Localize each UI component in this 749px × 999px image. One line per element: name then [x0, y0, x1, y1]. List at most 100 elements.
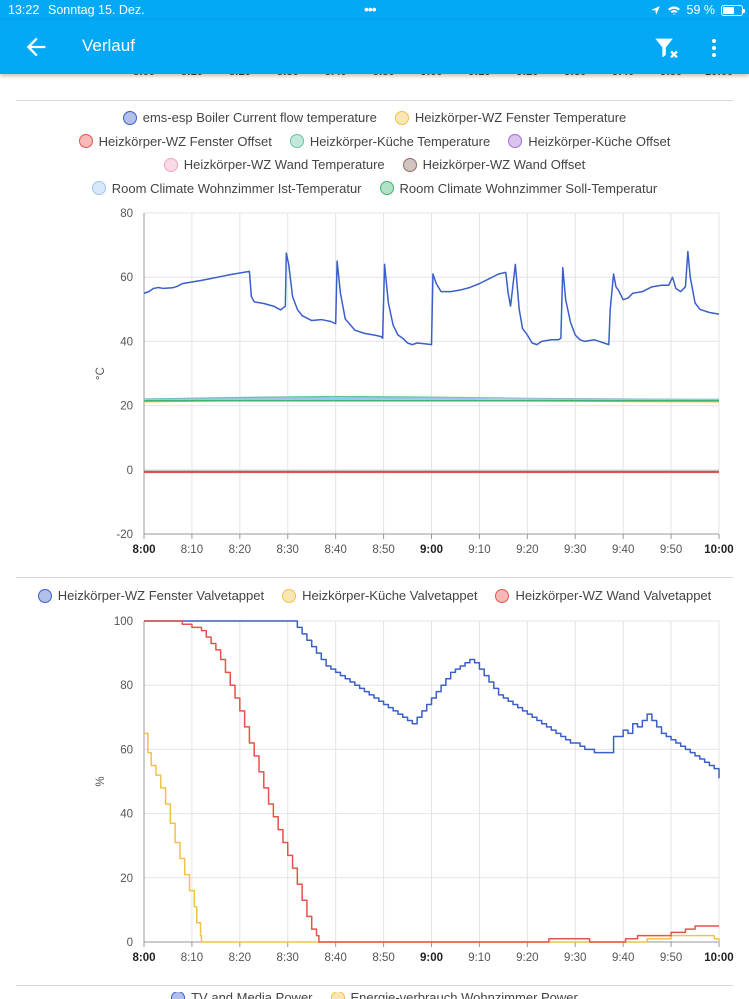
- temperature-chart-legend: ems-esp Boiler Current flow temperature H…: [0, 106, 749, 200]
- series-line-room-climate-wohnzimmer-ist-temperatur[interactable]: [143, 397, 720, 401]
- x-tick-label: 9:00: [420, 952, 443, 964]
- legend-item-heizk-rper-wz-fenster-temperature[interactable]: Heizkörper-WZ Fenster Temperature: [394, 110, 627, 126]
- y-tick-label: 60: [120, 744, 133, 756]
- page-title: Verlauf: [82, 36, 135, 55]
- legend-item-room-climate-wohnzimmer-soll-temperatur[interactable]: Room Climate Wohnzimmer Soll-Temperatur: [379, 180, 658, 196]
- legend-dot-icon: [282, 588, 297, 603]
- y-tick-label: 20: [120, 873, 133, 885]
- legend-item-room-climate-wohnzimmer-ist-temperatur[interactable]: Room Climate Wohnzimmer Ist-Temperatur: [91, 181, 362, 196]
- legend-dot-icon: [122, 110, 137, 125]
- legend-item-heizk-rper-wz-fenster-valvetappet[interactable]: Heizkörper-WZ Fenster Valvetappet: [37, 588, 265, 604]
- x-tick-label: 8:20: [229, 544, 251, 556]
- valve-chart-legend: Heizkörper-WZ Fenster Valvetappet Heizkör…: [0, 584, 749, 608]
- legend-label: Energie-verbrauch Wohnzimmer Power: [351, 992, 578, 999]
- divider: [16, 985, 733, 986]
- battery-percent: 59 %: [686, 3, 716, 17]
- legend-dot-icon: [495, 588, 510, 603]
- grid: [143, 620, 720, 947]
- x-tick-label: 9:50: [660, 952, 682, 964]
- x-tick-label: 9:40: [612, 952, 634, 964]
- x-tick-label: 8:20: [229, 952, 251, 964]
- legend-item-heizk-rper-k-che-temperature[interactable]: Heizkörper-Küche Temperature: [289, 133, 491, 149]
- x-tick-label: 8:40: [324, 544, 346, 556]
- x-tick-label: 10:00: [704, 544, 733, 556]
- legend-item-heizk-rper-wz-wand-valvetappet[interactable]: Heizkörper-WZ Wand Valvetappet: [495, 588, 711, 603]
- legend-dot-icon: [78, 134, 93, 149]
- legend-item-ems-esp-boiler-current-flow-temperature[interactable]: ems-esp Boiler Current flow temperature: [122, 110, 377, 126]
- divider: [16, 577, 733, 578]
- x-tick-label: 10:00: [704, 952, 733, 964]
- y-tick-label: 0: [127, 465, 133, 477]
- status-bar: 13:22 Sonntag 15. Dez. ••• 59 %: [0, 0, 749, 20]
- legend-item-heizk-rper-k-che-valvetappet[interactable]: Heizkörper-Küche Valvetappet: [282, 588, 477, 603]
- series-line-heizk-rper-k-che-valvetappet[interactable]: [144, 732, 720, 943]
- legend-item-heizk-rper-wz-fenster-offset[interactable]: Heizkörper-WZ Fenster Offset: [78, 134, 272, 149]
- x-tick-label: 8:30: [277, 952, 299, 964]
- next-chart-legend-partial: TV and Media Power Energie-verbrauch Wohn…: [0, 992, 749, 999]
- divider: [16, 100, 733, 101]
- x-tick-label: 9:30: [564, 544, 586, 556]
- legend-label: Heizkörper-WZ Wand Offset: [422, 157, 586, 173]
- y-tick-label: 100: [114, 616, 133, 628]
- more-vert-icon[interactable]: [702, 34, 726, 62]
- y-axis-label: %: [95, 776, 107, 786]
- y-tick-label: 40: [120, 809, 133, 821]
- grid: [143, 212, 720, 539]
- legend-row: Heizkörper-WZ Fenster Offset Heizkörper-K…: [0, 130, 749, 154]
- back-arrow-icon[interactable]: [22, 33, 50, 61]
- series-line-heizk-rper-wz-wand-valvetappet[interactable]: [144, 620, 719, 943]
- battery-fill: [723, 6, 734, 14]
- y-tick-label: 0: [127, 937, 133, 949]
- legend-item-tv-and-media-power[interactable]: TV and Media Power: [171, 992, 313, 999]
- legend-label: Room Climate Wohnzimmer Soll-Temperatur: [399, 180, 658, 196]
- x-tick-label: 9:10: [468, 952, 490, 964]
- legend-dot-icon: [394, 110, 409, 125]
- multitasking-dots-icon[interactable]: •••: [364, 1, 377, 17]
- x-tick-label: 9:30: [564, 952, 586, 964]
- legend-label: Heizkörper-WZ Fenster Valvetappet: [57, 588, 265, 604]
- legend-dot-icon: [379, 181, 394, 196]
- x-tick-label: 8:10: [181, 952, 203, 964]
- x-tick-label: 9:40: [612, 544, 634, 556]
- legend-label: TV and Media Power: [191, 992, 312, 999]
- app-bar: Verlauf: [0, 20, 749, 74]
- status-right: 59 %: [650, 3, 745, 17]
- x-tick-label: 8:10: [181, 544, 203, 556]
- legend-label: Heizkörper-Küche Valvetappet: [302, 588, 478, 604]
- battery-icon: [721, 4, 745, 16]
- y-tick-label: 40: [120, 336, 133, 348]
- location-arrow-icon: [650, 5, 660, 15]
- legend-row: Heizkörper-WZ Fenster Valvetappet Heizkör…: [0, 584, 749, 608]
- filter-remove-icon[interactable]: [653, 34, 681, 62]
- x-tick-label: 8:40: [324, 952, 346, 964]
- legend-item-heizk-rper-wz-wand-temperature[interactable]: Heizkörper-WZ Wand Temperature: [163, 157, 385, 172]
- y-tick-label: 20: [120, 401, 133, 413]
- x-tick-label: 9:50: [660, 544, 682, 556]
- legend-label: Heizkörper-Küche Temperature: [309, 133, 491, 149]
- y-axis-label: °C: [95, 367, 107, 380]
- x-tick-label: 8:30: [277, 544, 299, 556]
- wifi-icon: [667, 6, 680, 15]
- valve-chart: 100 80 60 40 20 0 8:00 8:10 8:20 8:30 8:40 8:50 9:00…: [95, 616, 734, 964]
- x-tick-label: 9:20: [516, 952, 538, 964]
- legend-dot-icon: [163, 157, 178, 172]
- legend-item-heizk-rper-wz-wand-offset[interactable]: Heizkörper-WZ Wand Offset: [402, 157, 586, 173]
- legend-dot-icon: [37, 588, 52, 603]
- legend-label: Heizkörper-Küche Offset: [528, 133, 671, 149]
- x-tick-label: 8:50: [372, 544, 394, 556]
- legend-dot-icon: [171, 992, 186, 999]
- status-time: 13:22: [8, 3, 40, 17]
- status-date: Sonntag 15. Dez.: [48, 3, 145, 17]
- temperature-chart: 80 60 40 20 0 -20 8:00 8:10 8:20 8:30 8:40 8:50 9:00…: [95, 208, 734, 556]
- x-tick-label: 9:00: [420, 544, 443, 556]
- y-tick-label: 60: [120, 272, 133, 284]
- x-tick-label: 8:00: [132, 544, 155, 556]
- legend-dot-icon: [91, 181, 106, 196]
- legend-item-heizk-rper-k-che-offset[interactable]: Heizkörper-Küche Offset: [508, 134, 670, 149]
- legend-item-energie-verbrauch-wohnzimmer-power[interactable]: Energie-verbrauch Wohnzimmer Power: [330, 992, 578, 999]
- legend-label: ems-esp Boiler Current flow temperature: [142, 110, 377, 126]
- series-line-heizk-rper-wz-fenster-valvetappet[interactable]: [144, 620, 720, 779]
- series-line-ems-esp-boiler-current-flow-temperature[interactable]: [143, 250, 720, 346]
- x-tick-label: 8:00: [132, 952, 155, 964]
- legend-label: Heizkörper-WZ Fenster Temperature: [414, 110, 627, 126]
